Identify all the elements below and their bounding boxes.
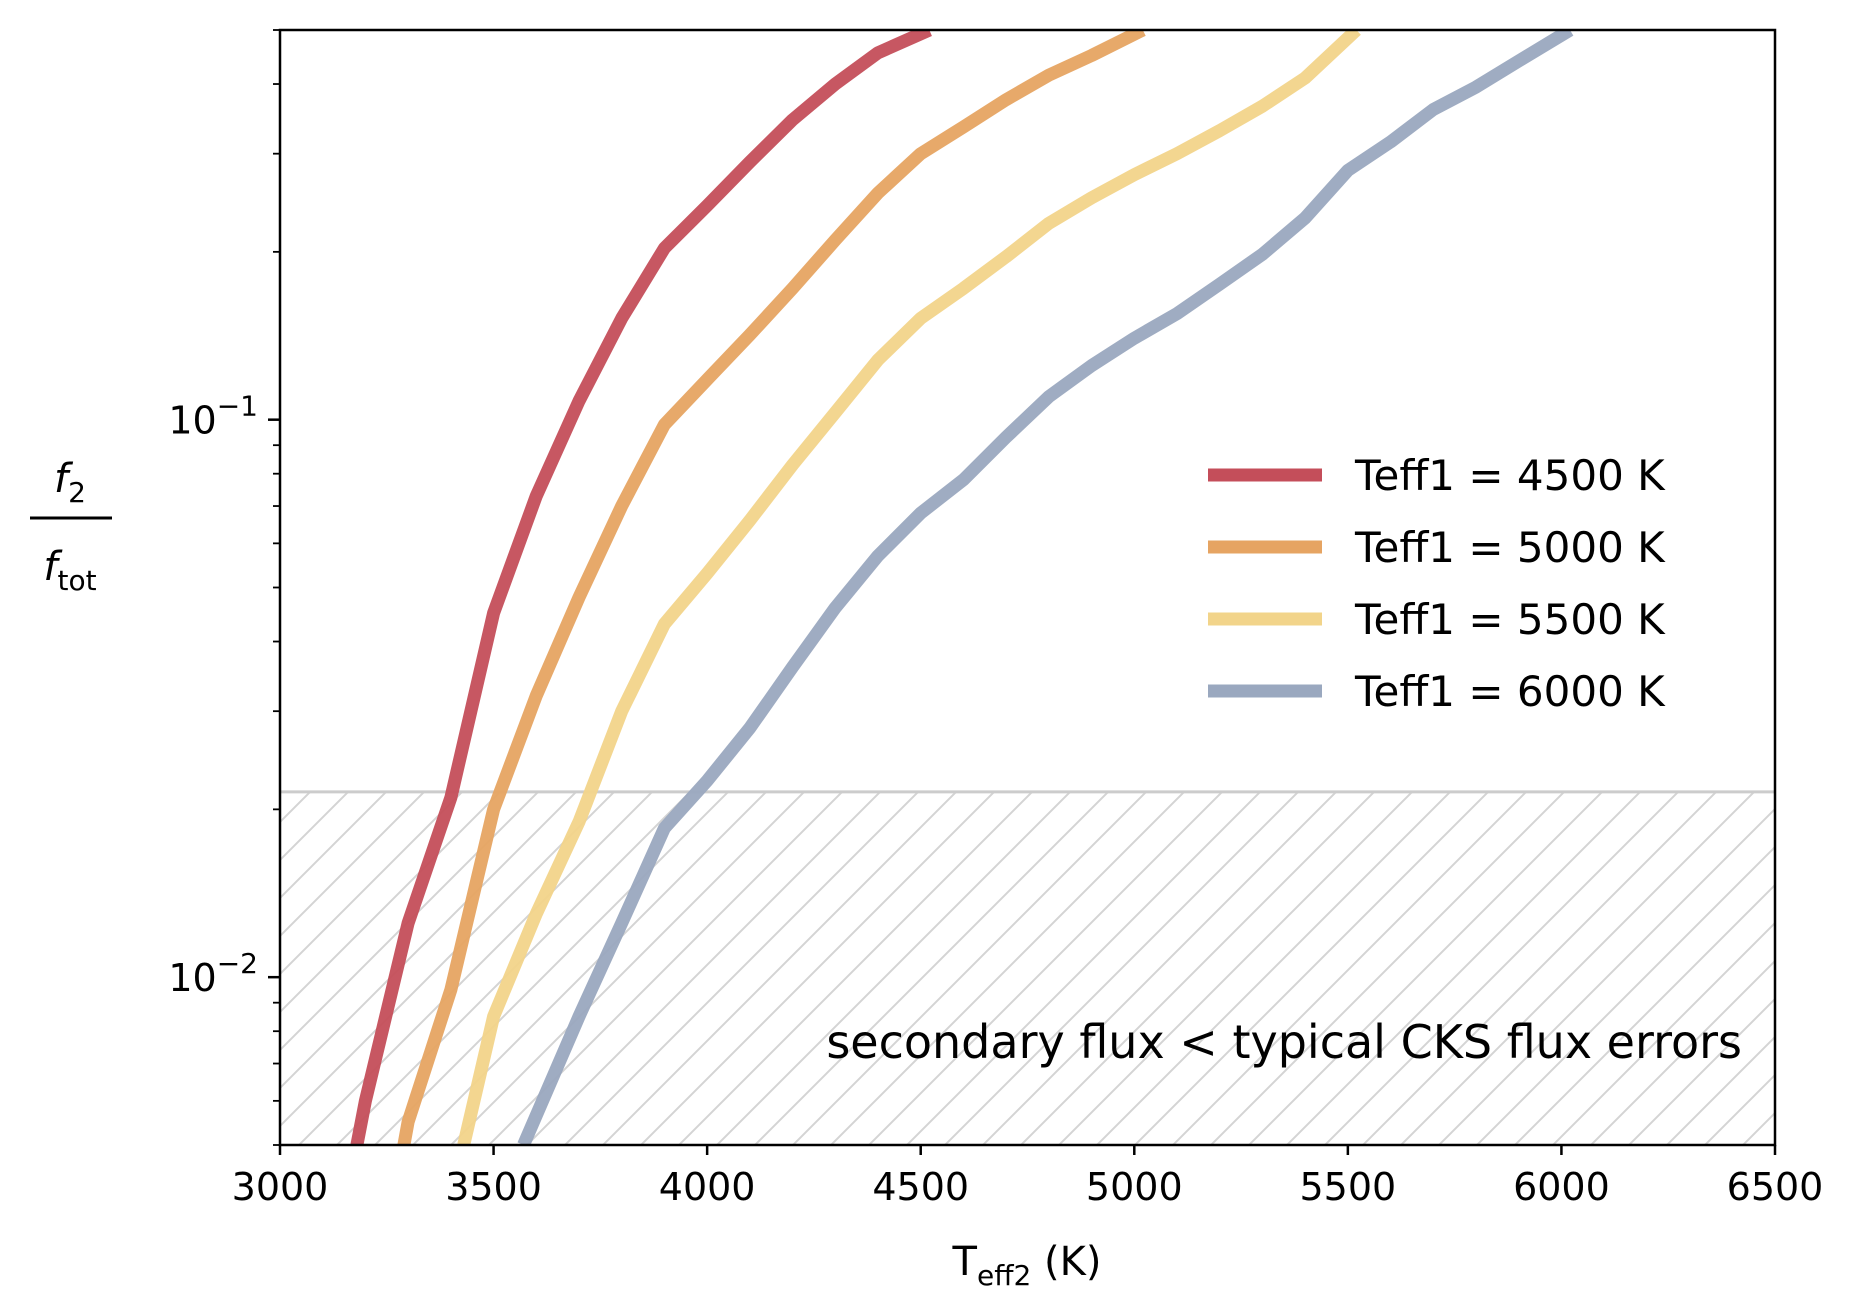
x-tick-label: 3000 xyxy=(232,1165,329,1209)
x-tick-label: 3500 xyxy=(445,1165,542,1209)
annotation-text: secondary flux < typical CKS flux errors xyxy=(826,1015,1742,1069)
series-line-2 xyxy=(397,30,1146,1145)
legend-label: Teff1 = 6000 K xyxy=(1354,667,1666,716)
x-tick-label: 5500 xyxy=(1299,1165,1396,1209)
x-tick-label: 4000 xyxy=(659,1165,756,1209)
legend-label: Teff1 = 5500 K xyxy=(1354,595,1666,644)
y-tick-label: 10−2 xyxy=(168,947,258,1000)
svg-text:ftot: ftot xyxy=(43,544,96,597)
y-tick-label: 10−1 xyxy=(168,390,258,443)
x-axis-label: Teff2 (K) xyxy=(952,1239,1102,1292)
legend-label: Teff1 = 5000 K xyxy=(1354,523,1666,572)
series-line-1 xyxy=(350,30,932,1145)
x-tick-label: 5000 xyxy=(1086,1165,1183,1209)
y-axis-label: f2 ftot xyxy=(30,456,112,597)
x-tick-label: 4500 xyxy=(872,1165,969,1209)
y-axis-ticks: 10−1 10−2 xyxy=(168,29,280,1146)
series-line-4 xyxy=(517,30,1574,1145)
series-line-3 xyxy=(457,30,1361,1145)
hatched-region xyxy=(280,791,1775,1145)
legend-label: Teff1 = 4500 K xyxy=(1354,451,1666,500)
series-lines xyxy=(350,30,1574,1145)
x-tick-label: 6000 xyxy=(1513,1165,1610,1209)
svg-text:f2: f2 xyxy=(54,456,86,509)
legend: Teff1 = 4500 K Teff1 = 5000 K Teff1 = 5500… xyxy=(1208,451,1666,716)
x-tick-label: 6500 xyxy=(1727,1165,1824,1209)
x-axis-ticks: 3000 3500 4000 4500 5000 5500 6000 6500 xyxy=(232,1145,1824,1209)
